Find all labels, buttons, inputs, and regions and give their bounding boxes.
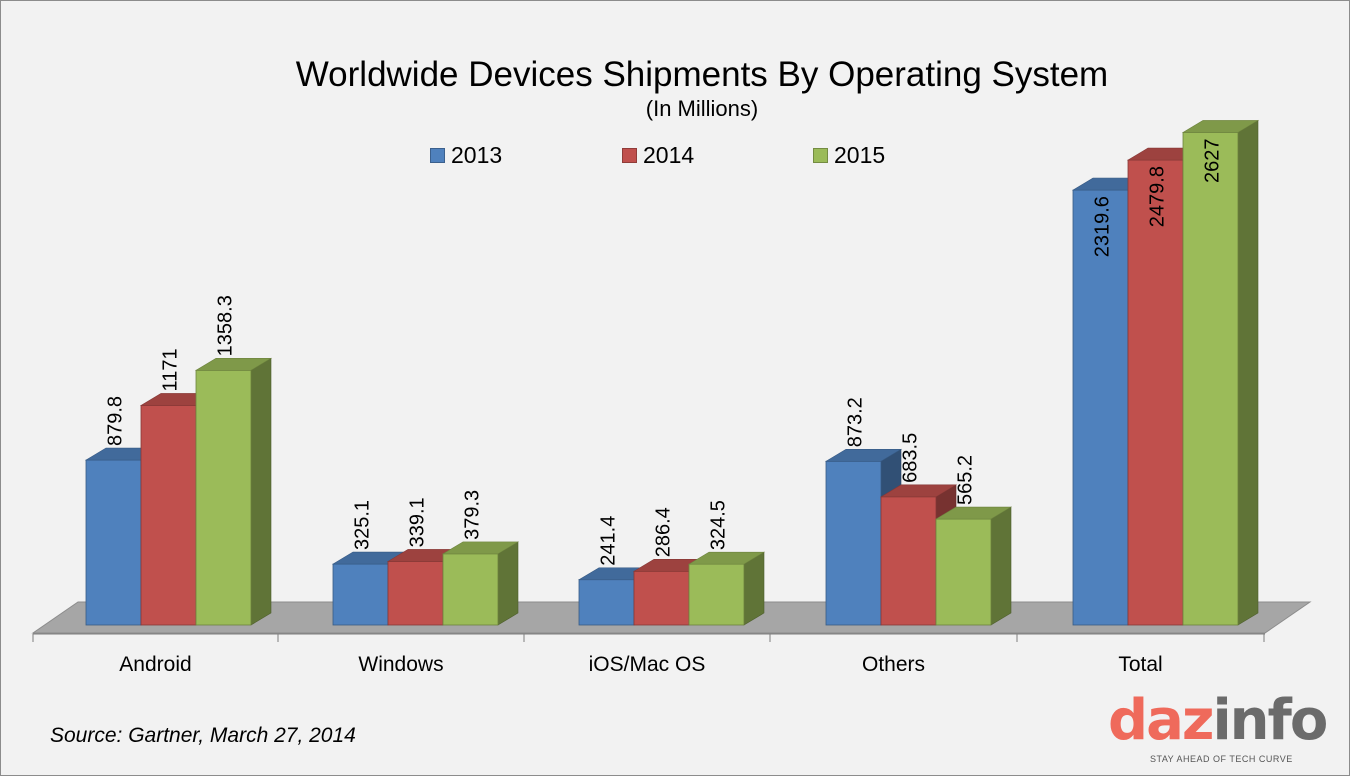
bar	[1127, 159, 1184, 626]
bar-side	[250, 357, 272, 626]
bar	[85, 459, 142, 626]
logo-tagline: STAY AHEAD OF TECH CURVE	[1150, 754, 1293, 764]
chart-subtitle: (In Millions)	[645, 96, 759, 121]
dazeinfo-logo: dazinfo STAY AHEAD OF TECH CURVE	[1108, 690, 1328, 770]
legend-label-2015: 2015	[834, 141, 886, 168]
legend-swatch-2014	[622, 147, 637, 163]
data-label: 2627	[1201, 138, 1223, 183]
data-label: 339.1	[406, 497, 428, 547]
bar	[633, 570, 690, 626]
data-label: 286.4	[652, 507, 674, 557]
bar-side	[743, 551, 765, 626]
legend-label-2014: 2014	[643, 141, 695, 168]
legend-swatch-2015	[813, 147, 828, 163]
data-label: 379.3	[461, 490, 483, 540]
data-label: 2479.8	[1146, 166, 1168, 227]
bar	[1182, 132, 1239, 626]
bar	[387, 561, 444, 626]
bar-top	[934, 506, 1013, 520]
x-tick-label: Total	[1118, 653, 1162, 676]
bar	[442, 553, 499, 626]
bar-top	[824, 448, 903, 462]
bar	[1072, 189, 1129, 626]
bar	[195, 369, 252, 626]
bar-side	[497, 541, 519, 626]
logo-wordmark-part1: daz	[1108, 688, 1214, 753]
data-label: 2319.6	[1091, 196, 1113, 257]
bar	[140, 405, 197, 626]
source-note: Source: Gartner, March 27, 2014	[50, 724, 356, 747]
bar-top	[441, 541, 520, 555]
bar-side	[990, 506, 1012, 626]
x-tick-label: Others	[862, 653, 925, 676]
data-label: 325.1	[351, 500, 373, 550]
data-label: 241.4	[597, 516, 619, 566]
bar	[935, 518, 992, 626]
logo-wordmark-part2: info	[1212, 688, 1328, 753]
x-tick-label: Windows	[358, 653, 443, 676]
legend-swatch-2013	[430, 147, 445, 163]
data-label: 1171	[159, 348, 181, 391]
bar-side	[1237, 119, 1259, 626]
chart-title: Worldwide Devices Shipments By Operating…	[295, 55, 1109, 94]
legend-label-2013: 2013	[451, 141, 503, 168]
bar-top	[194, 358, 273, 371]
bar	[688, 563, 745, 626]
data-label: 873.2	[844, 397, 866, 447]
legend-item-2013: 2013	[430, 142, 502, 168]
bar-top	[879, 484, 958, 498]
bar	[825, 460, 882, 626]
bar	[578, 579, 635, 626]
logo-wordmark: dazinfo	[1108, 688, 1328, 753]
x-tick-label: iOS/Mac OS	[589, 653, 706, 676]
data-label: 565.2	[954, 455, 976, 505]
data-label: 879.8	[104, 396, 126, 446]
bar	[880, 496, 937, 626]
bar-top	[687, 551, 766, 565]
data-label: 683.5	[899, 433, 921, 483]
bar-top	[1181, 120, 1260, 133]
x-tick-label: Android	[119, 653, 191, 676]
legend-item-2015: 2015	[813, 142, 885, 168]
data-label: 324.5	[707, 500, 729, 550]
legend-item-2014: 2014	[622, 142, 694, 168]
data-label: 1358.3	[214, 295, 236, 356]
bar	[332, 563, 389, 626]
